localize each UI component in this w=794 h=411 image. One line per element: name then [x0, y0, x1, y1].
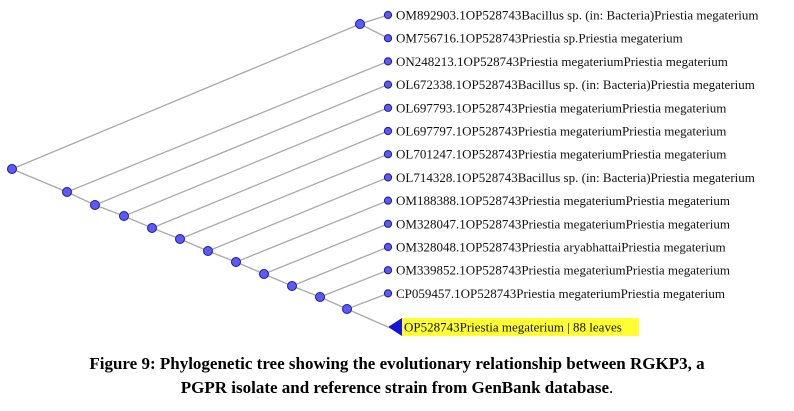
- caption-line-2-period: .: [609, 378, 614, 397]
- branch-ladder-9: [291, 285, 321, 298]
- branch-to-leaf-6: [151, 130, 389, 229]
- branch-ladder-6: [207, 250, 237, 263]
- leaf-node[interactable]: [383, 150, 393, 159]
- internal-node-9[interactable]: [287, 281, 297, 291]
- tree-branches: [11, 14, 389, 328]
- internal-node-1[interactable]: [62, 187, 72, 197]
- branch-to-leaf-10: [263, 223, 389, 275]
- phylogenetic-tree: OM892903.1OP528743Bacillus sp. (in: Bact…: [7, 8, 759, 336]
- branch-ladder-7: [235, 261, 265, 275]
- internal-node-8[interactable]: [259, 269, 269, 279]
- leaf-node[interactable]: [383, 173, 393, 182]
- root-node[interactable]: [7, 164, 17, 174]
- leaf-label[interactable]: OM188388.1OP528743Priestia megateriumPri…: [396, 193, 730, 208]
- caption-line-2: PGPR isolate and reference strain from G…: [0, 376, 794, 400]
- tree-labels: OM892903.1OP528743Bacillus sp. (in: Bact…: [396, 8, 759, 336]
- leaf-node[interactable]: [383, 219, 393, 228]
- internal-node-11[interactable]: [342, 304, 352, 314]
- tree-nodes: [7, 10, 402, 336]
- leaf-label[interactable]: OL697797.1OP528743Priestia megateriumPri…: [396, 124, 726, 139]
- leaf-node[interactable]: [383, 289, 393, 298]
- leaf-label[interactable]: OM328048.1OP528743Priestia aryabhattaiPr…: [396, 240, 726, 255]
- leaf-label[interactable]: OL714328.1OP528743Bacillus sp. (in: Bact…: [396, 170, 755, 185]
- branch-to-leaf-13: [346, 292, 389, 310]
- branch-to-leaf-3: [66, 60, 389, 193]
- leaf-node[interactable]: [383, 80, 393, 89]
- leaf-label[interactable]: OM892903.1OP528743Bacillus sp. (in: Bact…: [396, 8, 759, 23]
- leaf-node[interactable]: [383, 266, 393, 275]
- leaf-node[interactable]: [383, 242, 393, 252]
- caption-line-2-text: PGPR isolate and reference strain from G…: [180, 378, 610, 397]
- branch-to-leaf-7: [179, 153, 389, 240]
- internal-node-6[interactable]: [203, 246, 213, 256]
- branch-ladder-8: [263, 273, 293, 287]
- internal-node-4[interactable]: [147, 223, 157, 233]
- branch-to-leaf-5: [123, 107, 389, 217]
- branch-to-leaf-9: [235, 199, 389, 263]
- branch-to-leaf-12: [319, 269, 389, 298]
- leaf-label[interactable]: CP059457.1OP528743Priestia megateriumPri…: [396, 286, 725, 301]
- caption-line-1: Figure 9: Phylogenetic tree showing the …: [89, 354, 705, 373]
- branch-root-to-top-clade: [11, 23, 361, 170]
- collapsed-clade-highlight: [402, 318, 639, 336]
- internal-node-7[interactable]: [231, 257, 241, 267]
- leaf-label[interactable]: OL697793.1OP528743Priestia megateriumPri…: [396, 100, 726, 115]
- internal-node-3[interactable]: [119, 211, 129, 221]
- branch-ladder-3: [123, 215, 153, 229]
- branch-to-leaf-8: [207, 176, 389, 252]
- leaf-label[interactable]: OM756716.1OP528743Priestia sp.Priestia m…: [396, 31, 683, 46]
- leaf-node[interactable]: [383, 126, 393, 136]
- internal-node-top-clade[interactable]: [355, 19, 365, 29]
- figure-caption: Figure 9: Phylogenetic tree showing the …: [0, 352, 794, 400]
- branch-ladder-5: [179, 238, 209, 252]
- leaf-node[interactable]: [383, 10, 393, 20]
- leaf-node[interactable]: [383, 196, 393, 205]
- leaf-label[interactable]: OL701247.1OP528743Priestia megateriumPri…: [396, 147, 726, 162]
- branch-ladder-4: [151, 227, 181, 240]
- internal-node-5[interactable]: [175, 234, 185, 244]
- branch-root-to-ladder: [11, 168, 68, 193]
- leaf-label[interactable]: OM339852.1OP528743Priestia megateriumPri…: [396, 263, 730, 278]
- leaf-label[interactable]: OL672338.1OP528743Bacillus sp. (in: Bact…: [396, 77, 755, 92]
- internal-node-2[interactable]: [90, 200, 100, 210]
- collapsed-clade-triangle-icon[interactable]: [388, 318, 402, 336]
- branch-ladder-2: [94, 204, 125, 217]
- branch-ladder-1: [66, 191, 96, 206]
- branch-to-leaf-11: [291, 246, 389, 287]
- branch-to-collapsed-clade: [346, 308, 389, 328]
- branch-to-leaf-4: [94, 83, 389, 206]
- branch-top-clade-leaf-2: [359, 23, 389, 39]
- leaf-node[interactable]: [383, 103, 393, 112]
- leaf-label[interactable]: ON248213.1OP528743Priestia megateriumPri…: [396, 54, 728, 69]
- leaf-label[interactable]: OM328047.1OP528743Priestia megateriumPri…: [396, 216, 730, 231]
- leaf-node[interactable]: [383, 34, 393, 43]
- leaf-node[interactable]: [383, 57, 393, 66]
- internal-node-10[interactable]: [315, 292, 325, 302]
- collapsed-clade-label[interactable]: OP528743Priestia megaterium | 88 leaves: [404, 320, 622, 335]
